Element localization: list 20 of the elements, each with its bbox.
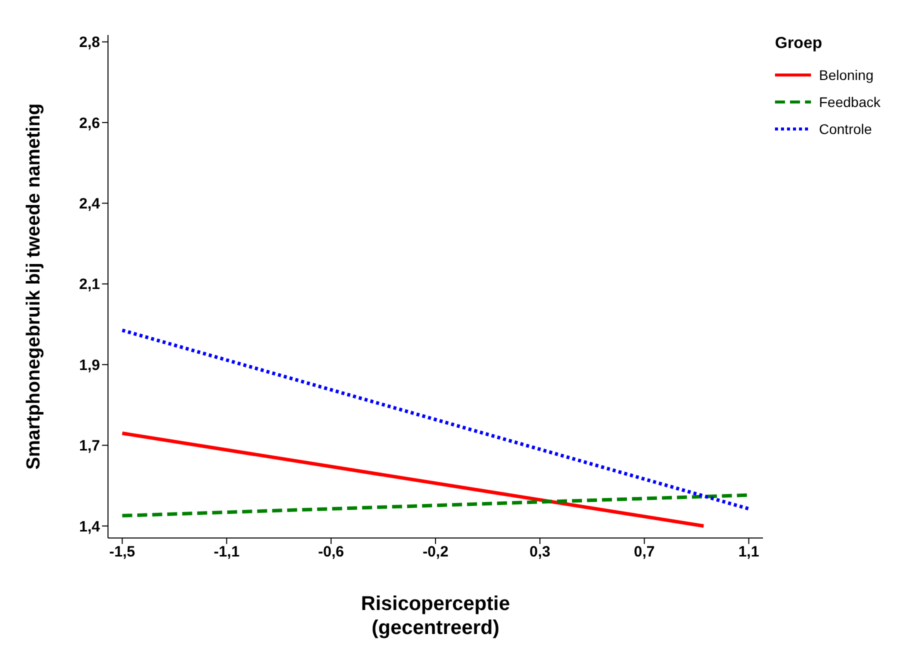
y-axis-title: Smartphonegebruik bij tweede nameting [24, 103, 45, 470]
y-tick-label: 2,6 [79, 114, 100, 132]
y-tick-label: 2,4 [79, 196, 101, 213]
x-tick-label: -0,6 [318, 544, 344, 561]
y-tick-label: 1,7 [79, 438, 100, 455]
x-tick-label: 0,3 [529, 544, 550, 561]
x-tick-label: 0,7 [634, 544, 655, 561]
y-tick-label: 2,1 [79, 276, 100, 294]
x-tick-label: -1,5 [109, 544, 136, 561]
y-tick-label: 1,9 [79, 356, 100, 374]
y-tick-label: 2,8 [79, 34, 100, 52]
legend-title: Groep [775, 35, 824, 53]
x-axis-title: Risicoperceptie (gecentreerd) [361, 593, 510, 639]
legend-label: Controle [819, 120, 872, 136]
x-tick-label: 1,1 [738, 544, 760, 561]
legend-label: Feedback [819, 94, 880, 110]
x-tick-label: -0,2 [422, 544, 448, 561]
legend-label: Beloning [819, 66, 874, 82]
y-tick-label: 1,4 [79, 518, 101, 536]
x-tick-label: -1,1 [214, 544, 240, 561]
